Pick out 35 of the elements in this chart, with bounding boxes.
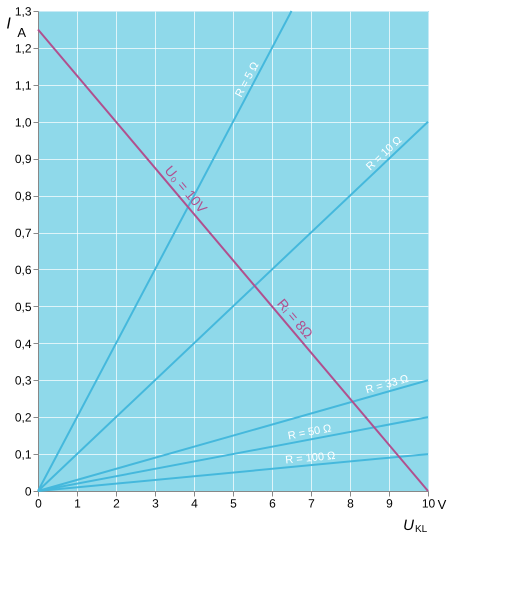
- x-tick-label: 8: [347, 496, 354, 510]
- text: R = 5 Ω: [233, 60, 262, 100]
- text: V: [438, 497, 447, 512]
- x-tick-label: 6: [269, 496, 276, 510]
- x-tick-label: 10: [422, 496, 436, 510]
- y-tick-label: 0,7: [14, 226, 32, 240]
- x-tick-label: 3: [152, 496, 160, 510]
- y-tick-label: 1,1: [14, 78, 32, 92]
- x-tick-label: 7: [308, 496, 316, 510]
- annotation: Rᵢ = 8Ω: [274, 295, 316, 342]
- y-tick-label: 0,9: [14, 152, 32, 166]
- text: R = 50 Ω: [286, 422, 332, 442]
- text: R = 33 Ω: [364, 372, 410, 396]
- y-axis-title: I: [6, 16, 12, 32]
- y-tick-label: 1,2: [14, 41, 32, 56]
- y-tick-label: 0,2: [14, 410, 32, 425]
- y-tick-label: 0,5: [14, 300, 32, 314]
- x-tick-label: 9: [386, 496, 394, 510]
- text: R = 10 Ω: [364, 134, 404, 174]
- x-tick-label: 5: [230, 496, 238, 510]
- y-tick-label: 0,1: [14, 448, 32, 462]
- y-tick-label: 1,0: [14, 115, 32, 130]
- x-tick-label: 4: [191, 496, 198, 510]
- x-tick-label: 0: [35, 496, 42, 510]
- annotation: U₀ = 10V: [162, 162, 211, 217]
- x-tick-label: 2: [113, 496, 120, 510]
- y-tick-label: 0: [24, 484, 32, 498]
- y-tick-label: 0,3: [14, 374, 32, 388]
- y-tick-label: 0,4: [14, 336, 32, 351]
- text: R = 100 Ω: [284, 450, 336, 467]
- y-tick-label: 1,3: [14, 4, 32, 18]
- x-tick-label: 1: [74, 496, 82, 510]
- y-tick-label: 0,6: [14, 262, 32, 277]
- text: A: [17, 25, 26, 40]
- y-tick-label: 0,8: [14, 189, 32, 204]
